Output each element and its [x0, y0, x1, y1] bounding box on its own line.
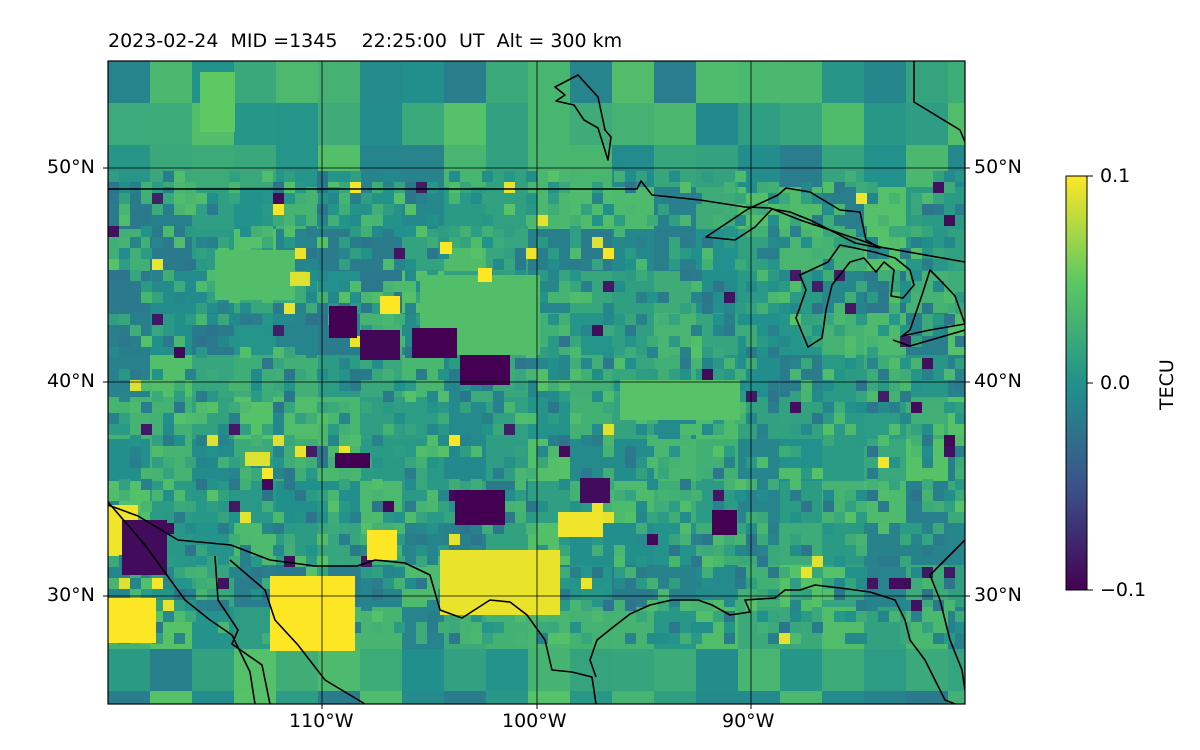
mexico-border — [108, 504, 597, 704]
colorbar-tick-label-zero: 0.0 — [1100, 372, 1131, 394]
lat-tick-label-30n-right: 30°N — [974, 584, 1022, 606]
tec-map-field — [108, 61, 965, 704]
lon-tick-label-100w: 100°W — [502, 710, 567, 732]
lake-michigan — [795, 244, 915, 348]
map-title: 2023-02-24 MID =1345 22:25:00 UT Alt = 3… — [108, 30, 623, 52]
lat-tick-label-30n-left: 30°N — [47, 584, 95, 606]
colorbar-tick-label-min: −0.1 — [1100, 579, 1147, 601]
axis-ticks — [103, 167, 970, 709]
lake-superior — [705, 187, 881, 249]
map-gridlines — [108, 61, 965, 704]
colorbar-title: TECU — [1156, 359, 1178, 410]
lake-erie — [892, 329, 965, 347]
us-canada-border — [108, 180, 965, 263]
lat-tick-label-50n-left: 50°N — [47, 156, 95, 178]
lake-huron — [901, 269, 965, 337]
hudson-bay-coast — [554, 74, 612, 161]
lat-tick-label-50n-right: 50°N — [974, 156, 1022, 178]
colorbar-tick-label-max: 0.1 — [1100, 165, 1131, 187]
lat-tick-label-40n-right: 40°N — [974, 370, 1022, 392]
coastlines-and-borders — [108, 61, 965, 704]
west-coast — [108, 501, 256, 704]
lon-tick-label-110w: 110°W — [289, 710, 354, 732]
lat-tick-label-40n-left: 40°N — [47, 370, 95, 392]
northeast-coast — [913, 61, 965, 143]
baja-california — [214, 555, 366, 704]
gulf-coast — [589, 584, 956, 704]
colorbar-ticks — [1087, 175, 1093, 591]
florida-east-coast — [929, 539, 965, 691]
colorbar — [1065, 175, 1088, 591]
lon-tick-label-90w: 90°W — [722, 710, 775, 732]
